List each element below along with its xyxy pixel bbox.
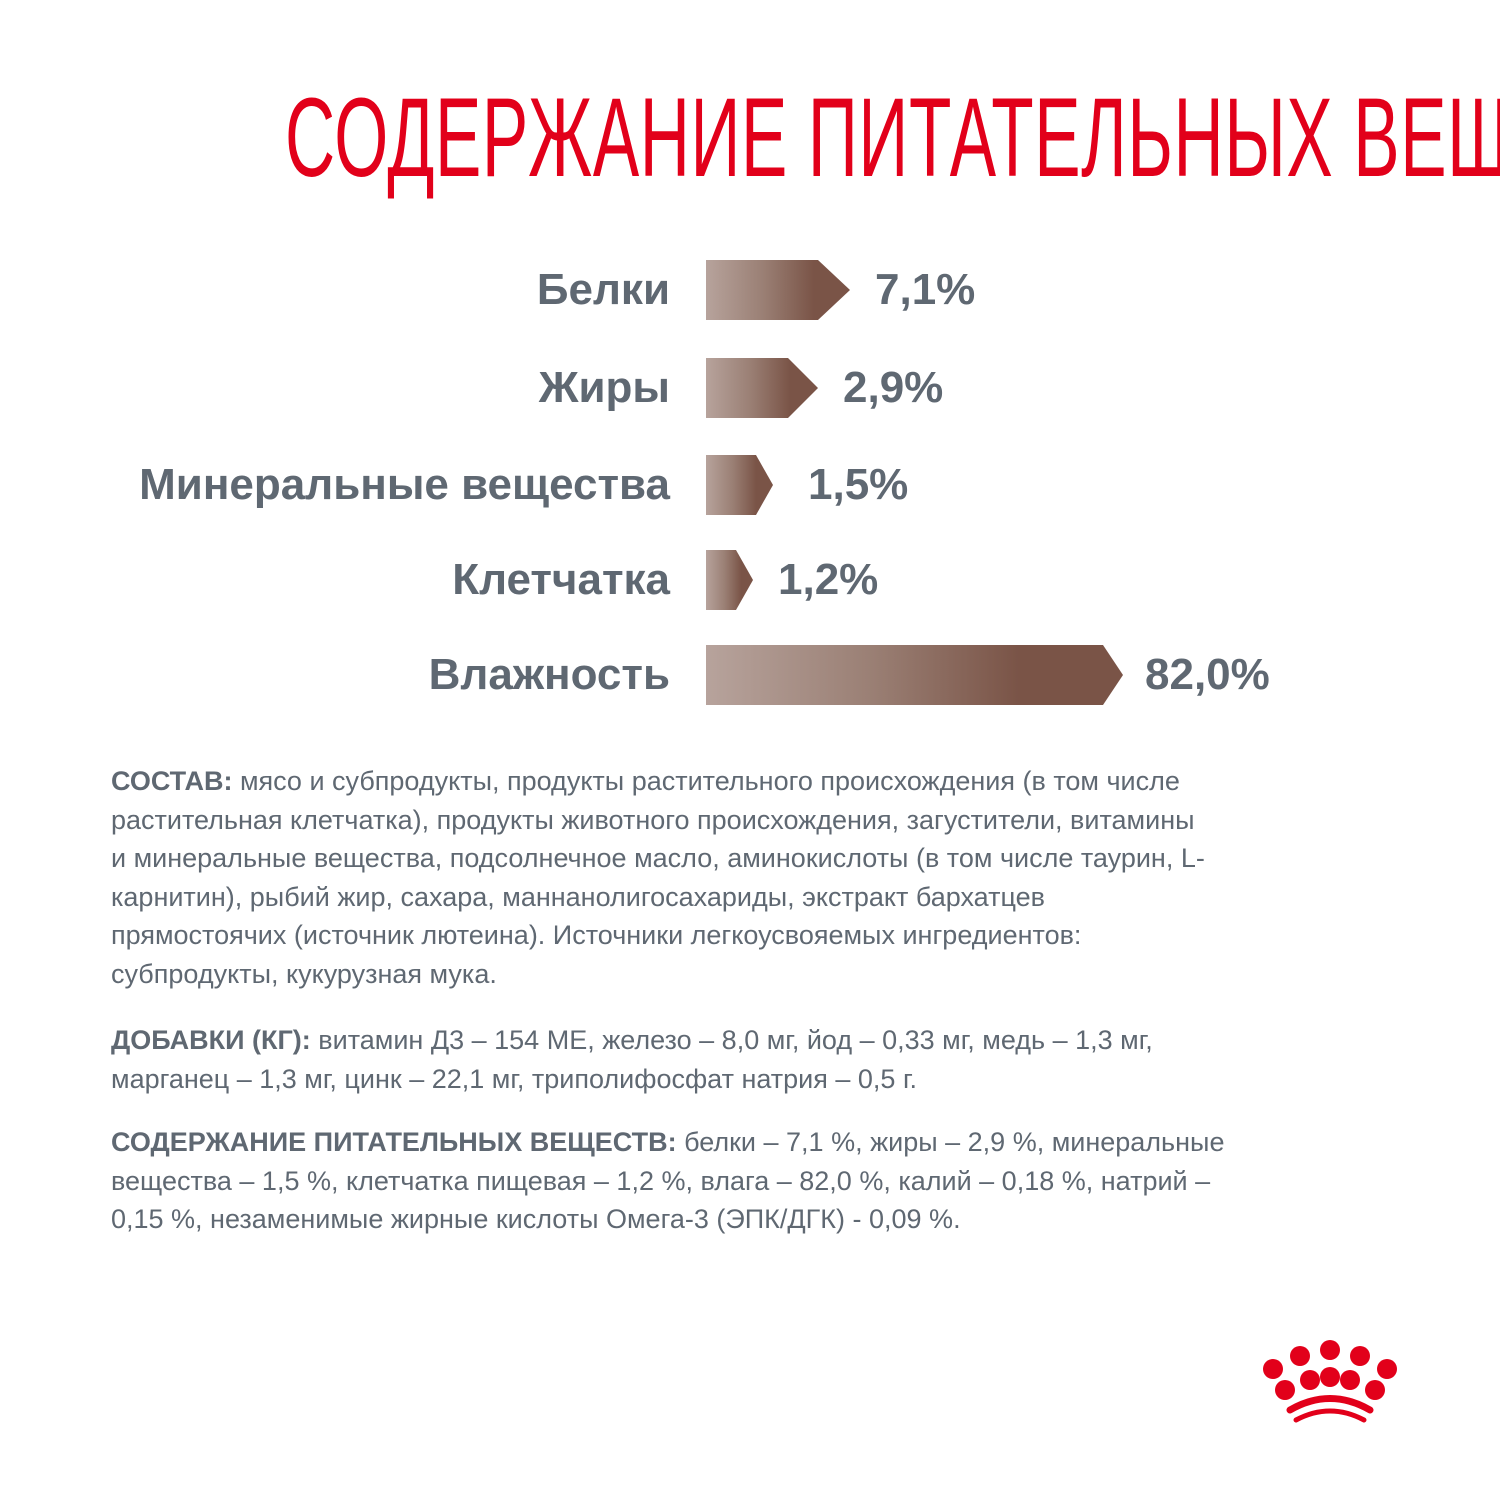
bar (706, 455, 773, 515)
nutrients-heading: СОДЕРЖАНИЕ ПИТАТЕЛЬНЫХ ВЕЩЕСТВ: (111, 1127, 677, 1157)
composition-heading: СОСТАВ: (111, 766, 233, 796)
nutrients-line: 0,15 %, незаменимые жирные кислоты Омега… (111, 1204, 961, 1234)
row-value: 2,9% (843, 363, 944, 412)
composition-line: субпродукты, кукурузная мука. (111, 958, 497, 989)
bar (706, 260, 850, 320)
composition-line: растительная клетчатка), продукты животн… (111, 804, 1195, 835)
bar (706, 550, 753, 610)
chart-row-minerals: Минеральные вещества 1,5% (0, 455, 1500, 515)
bar (706, 358, 818, 418)
row-value: 1,2% (778, 555, 879, 604)
composition-paragraph: СОСТАВ: мясо и субпродукты, продукты рас… (111, 762, 1401, 993)
nutrients-line: белки – 7,1 %, жиры – 2,9 %, минеральные (676, 1127, 1225, 1157)
composition-line: и минеральные вещества, подсолнечное мас… (111, 843, 1205, 873)
nutrients-line: вещества – 1,5 %, клетчатка пищевая – 1,… (111, 1165, 1211, 1196)
chart-row-moisture: Влажность 82,0% (0, 645, 1500, 705)
crown-icon (1263, 1340, 1397, 1423)
row-label: Клетчатка (452, 555, 670, 604)
row-label: Минеральные вещества (139, 460, 670, 509)
chart-row-protein: Белки 7,1% (0, 260, 1500, 320)
chart-row-fat: Жиры 2,9% (0, 358, 1500, 418)
composition-line: карнитин), рыбий жир, сахара, маннанолиг… (111, 881, 1045, 912)
bar (706, 645, 1123, 705)
additives-heading: ДОБАВКИ (КГ): (111, 1025, 311, 1055)
row-value: 7,1% (875, 265, 976, 314)
row-label: Жиры (538, 363, 670, 412)
row-label: Влажность (428, 650, 670, 699)
additives-paragraph: ДОБАВКИ (КГ): витамин Д3 – 154 МЕ, желез… (111, 1021, 1401, 1098)
row-value: 82,0% (1145, 650, 1270, 699)
row-label: Белки (536, 265, 670, 314)
chart-row-fiber: Клетчатка 1,2% (0, 550, 1500, 610)
nutrients-paragraph: СОДЕРЖАНИЕ ПИТАТЕЛЬНЫХ ВЕЩЕСТВ: белки – … (111, 1123, 1401, 1239)
additives-line: марганец – 1,3 мг, цинк – 22,1 мг, трипо… (111, 1063, 917, 1094)
page-title: СОДЕРЖАНИЕ ПИТАТЕЛЬНЫХ ВЕЩЕСТВ (285, 75, 1500, 200)
composition-line: прямостоячих (источник лютеина). Источни… (111, 920, 1082, 950)
composition-line: мясо и субпродукты, продукты растительно… (232, 766, 1180, 796)
row-value: 1,5% (808, 460, 909, 509)
additives-line: витамин Д3 – 154 МЕ, железо – 8,0 мг, йо… (310, 1025, 1153, 1055)
